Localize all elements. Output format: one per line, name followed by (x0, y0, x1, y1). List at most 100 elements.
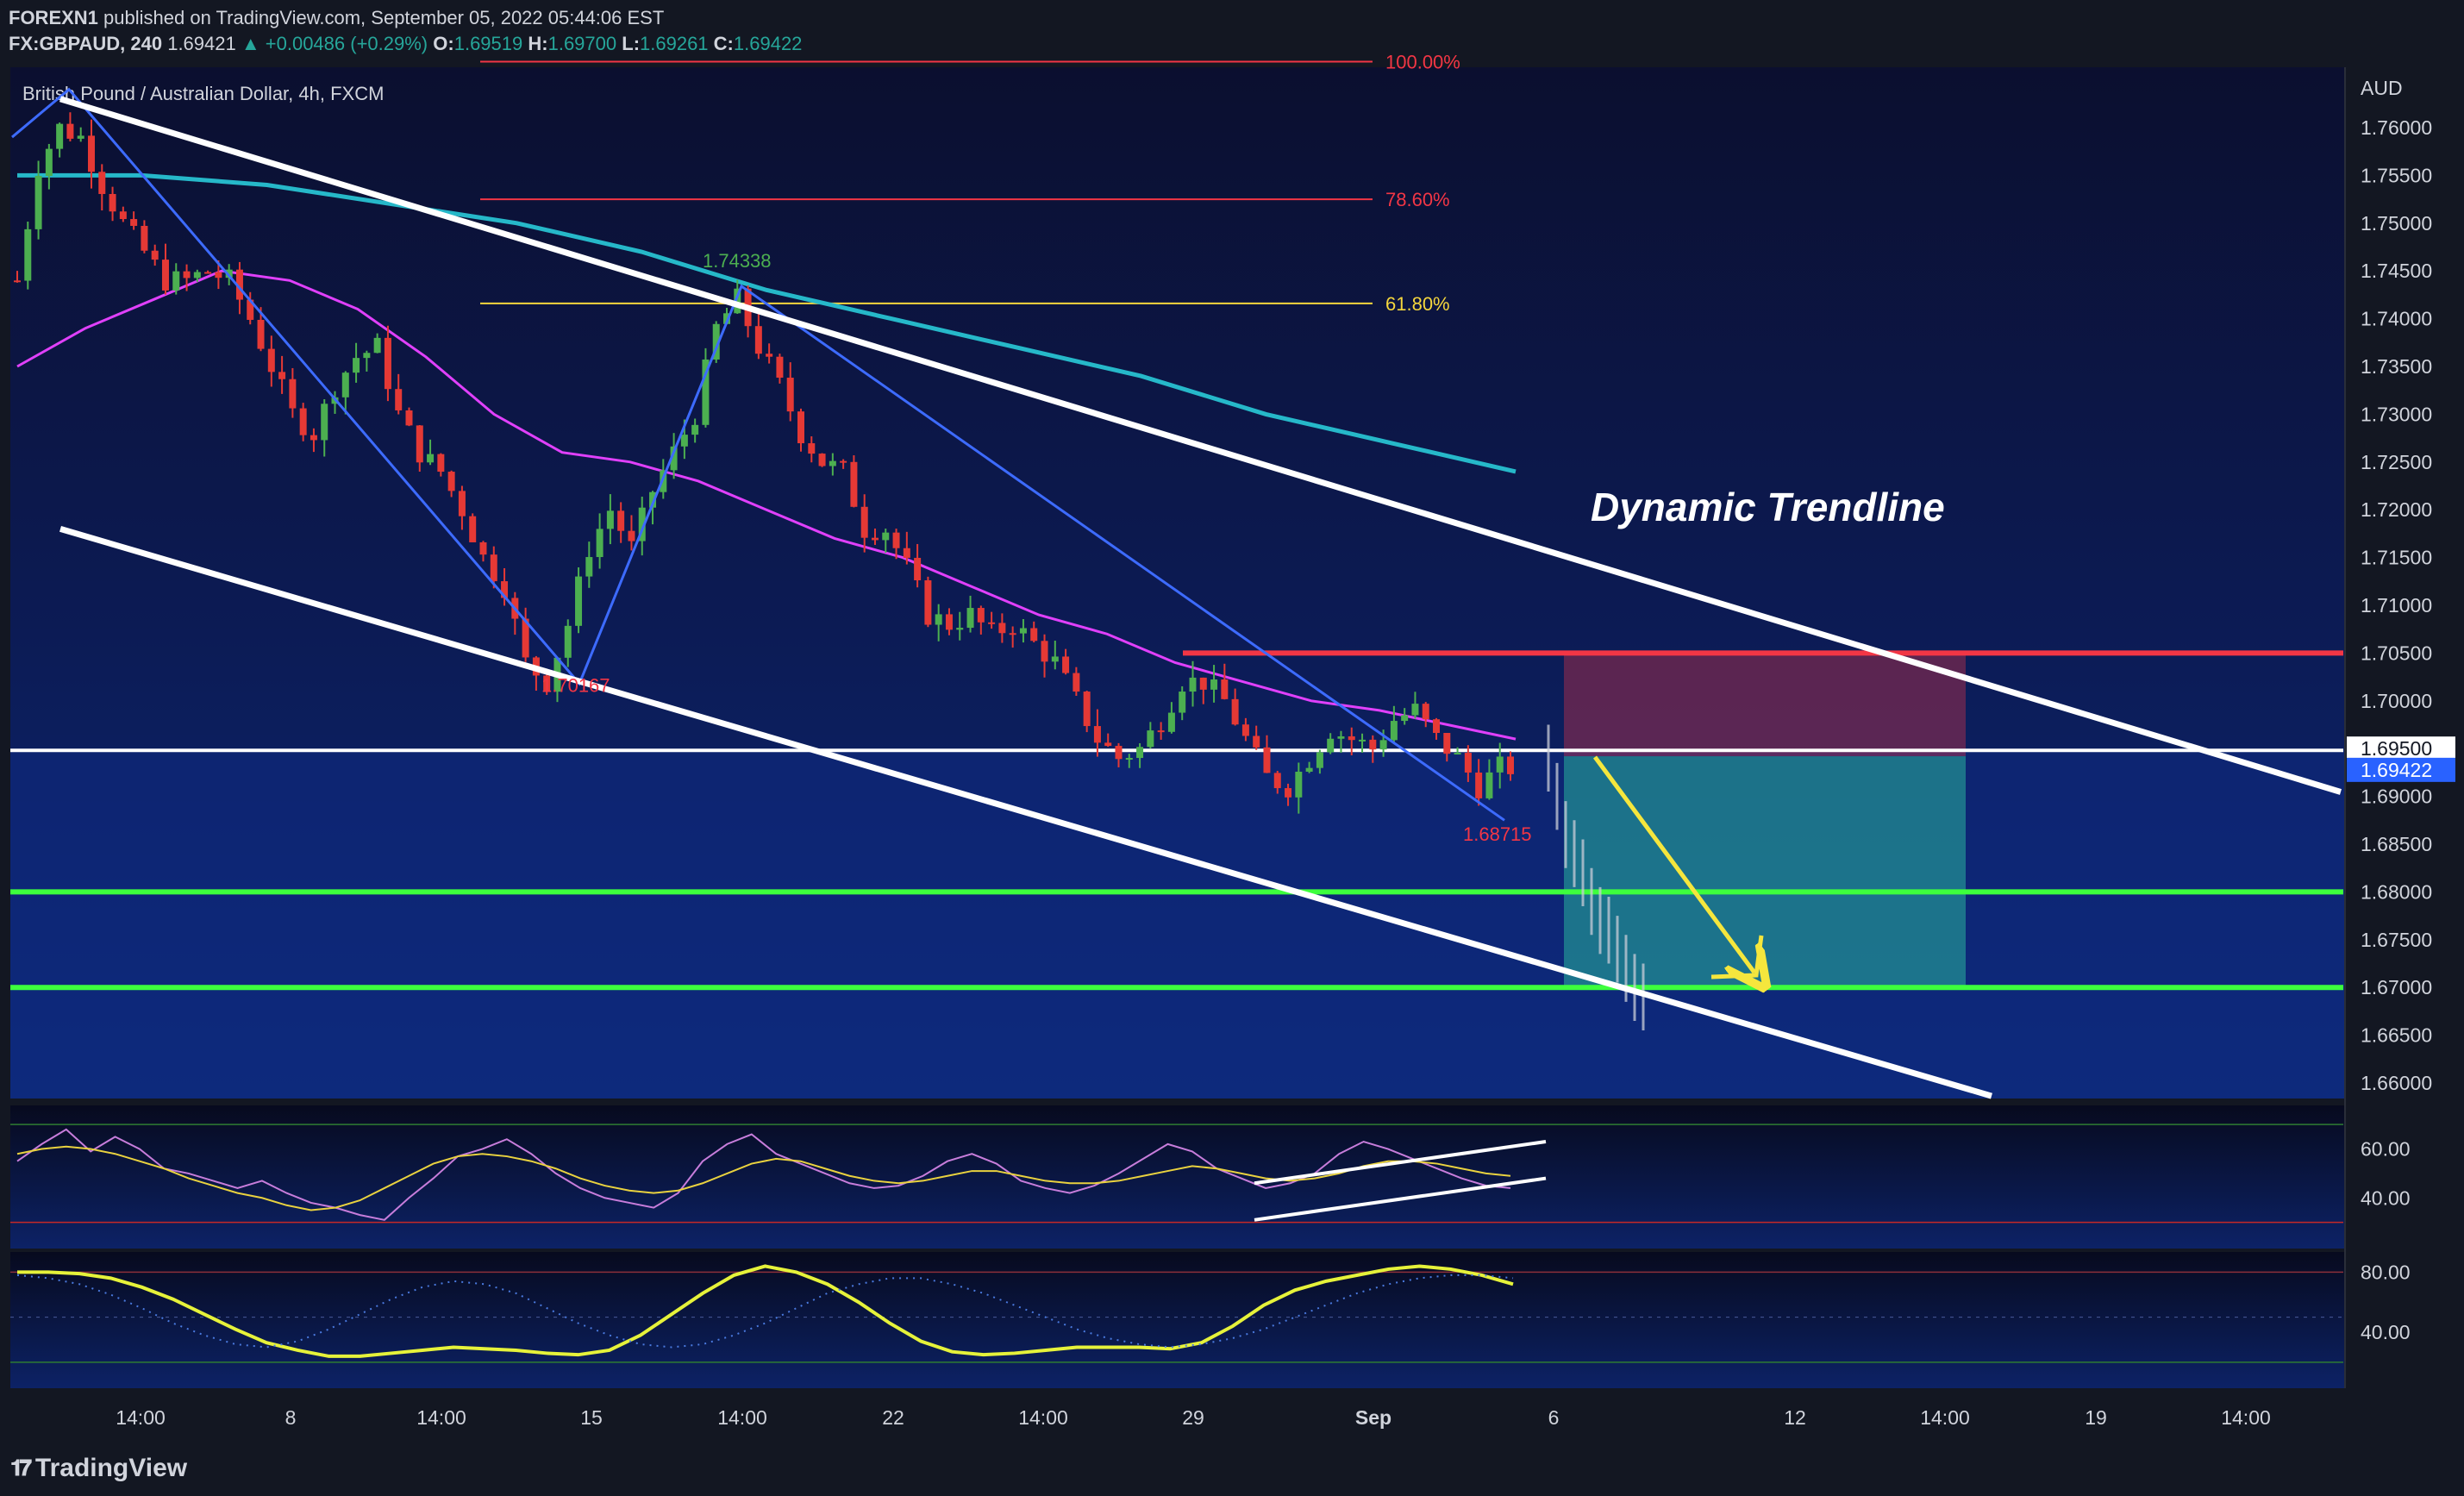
dynamic-trendline-label: Dynamic Trendline (1591, 485, 1945, 529)
footer (0, 1442, 2464, 1496)
swing-high-label: 1.74338 (703, 250, 772, 272)
indicator-axes: 60.00 40.00 80.00 40.00 (2361, 1138, 2411, 1344)
rsi-tick-label: 40.00 (2361, 1186, 2411, 1209)
target-arrow (1592, 755, 1754, 973)
rsi-channel-lower (1254, 1176, 1547, 1222)
candle-body (373, 337, 381, 354)
price-tick-label: 1.67500 (2361, 929, 2432, 951)
trend-channel[interactable] (59, 96, 2342, 1099)
candle-body (850, 461, 858, 507)
candle-body (1337, 736, 1345, 739)
candle-body (109, 193, 116, 212)
price-tick-label: 1.74000 (2361, 308, 2432, 330)
time-tick-label: 6 (1548, 1406, 1560, 1429)
candle-body (1401, 715, 1409, 722)
candle-body (1062, 656, 1070, 673)
candle-body (1009, 633, 1016, 635)
author-name[interactable]: FOREXN1 (9, 7, 98, 28)
rsi-line (16, 1128, 1511, 1221)
candle-body (914, 557, 922, 581)
candle-body (723, 313, 731, 324)
candle-body (829, 460, 836, 466)
price-tick-label: 1.73000 (2361, 403, 2432, 425)
rsi-panel-background (10, 1105, 2345, 1249)
symbol-label[interactable]: FX:GBPAUD, 240 (9, 33, 163, 54)
close-label: C: (713, 33, 734, 54)
candle-body (1485, 772, 1493, 798)
candle-body (289, 379, 297, 409)
candle-body (1157, 730, 1165, 733)
candle-body (754, 326, 762, 354)
candle-body (638, 507, 646, 541)
time-tick-label: 14:00 (1018, 1406, 1068, 1429)
lower-zone-shade (10, 750, 2345, 1099)
price-axis[interactable]: AUD 1.76000 1.75500 1.75000 1.74500 1.74000 1… (2361, 77, 2432, 1094)
horizontal-price-tag-label: 1.69500 (2361, 737, 2432, 760)
short-position-tool[interactable] (1564, 653, 1966, 988)
candle-body (1443, 732, 1451, 754)
rsi-indicator (10, 1124, 2343, 1224)
candle-body (564, 625, 572, 658)
candle-body (469, 516, 477, 542)
fib-level-label: 78.60% (1385, 189, 1450, 210)
candle-body (299, 408, 307, 435)
arrow-head-icon (1710, 935, 1764, 980)
candle-body (776, 356, 784, 379)
ohlc-line: FX:GBPAUD, 240 1.69421 ▲ +0.00486 (+0.29… (9, 33, 802, 55)
candle-body (215, 272, 222, 279)
candle-body (34, 175, 42, 229)
candle-body (416, 425, 423, 463)
fibonacci-levels[interactable]: 100.00% 78.60% 61.80% (480, 52, 1460, 315)
tradingview-logo[interactable]: 𝟏𝟕 TradingView (10, 1454, 187, 1483)
candle-body (1221, 679, 1229, 699)
open-value: 1.69519 (453, 33, 523, 54)
candle-body (1464, 753, 1472, 773)
price-tick-label: 1.66000 (2361, 1072, 2432, 1094)
candle-body (14, 280, 21, 283)
candle-body (1253, 735, 1260, 748)
last-price-tag (2347, 757, 2455, 782)
candle-body (1104, 742, 1112, 747)
candle-body (130, 219, 138, 226)
time-tick-label: 14:00 (2221, 1406, 2271, 1429)
time-tick-label: 29 (1182, 1406, 1204, 1429)
candle-body (235, 269, 243, 300)
stochastic-indicator (10, 1264, 2343, 1363)
rsi-channel-upper (1254, 1140, 1547, 1186)
candle-body (1210, 679, 1218, 690)
publication-text: published on TradingView.com, September … (103, 7, 665, 28)
candle-body (935, 614, 942, 625)
high-label: H: (528, 33, 548, 54)
candle-body (1496, 756, 1504, 773)
candle-body (988, 622, 996, 624)
candle-body (649, 491, 657, 508)
candle-body (1136, 747, 1144, 759)
high-value: 1.69700 (547, 33, 617, 54)
candle-body (945, 614, 953, 630)
candle-body (1454, 753, 1461, 755)
candle-body (395, 389, 403, 410)
candle-body (310, 435, 317, 441)
candle-body (1019, 628, 1027, 634)
horizontal-levels[interactable] (10, 650, 2343, 991)
candle-body (575, 576, 583, 626)
candle-body (1199, 677, 1207, 690)
price-tick-label: 1.74500 (2361, 260, 2432, 282)
fib-level-label: 100.00% (1385, 52, 1460, 73)
time-tick-label: 15 (580, 1406, 603, 1429)
candle-body (1051, 656, 1059, 662)
fib-level-label: 61.80% (1385, 293, 1450, 315)
candle-body (1422, 704, 1429, 720)
last-price-tag-label: 1.69422 (2361, 759, 2432, 781)
time-axis[interactable]: 14:00 8 14:00 15 14:00 22 14:00 29 Sep 6 12 14:00 19… (116, 1406, 2271, 1429)
price-tick-label: 1.76000 (2361, 116, 2432, 139)
recent-low-label: 1.68715 (1463, 823, 1532, 845)
swing-low-label: 1.70167 (541, 674, 610, 696)
horizontal-price-tag (2347, 736, 2455, 761)
low-value: 1.69261 (640, 33, 709, 54)
price-change: +0.00486 (+0.29%) (265, 33, 428, 54)
candle-body (1125, 758, 1133, 761)
candle-body (1305, 767, 1313, 772)
